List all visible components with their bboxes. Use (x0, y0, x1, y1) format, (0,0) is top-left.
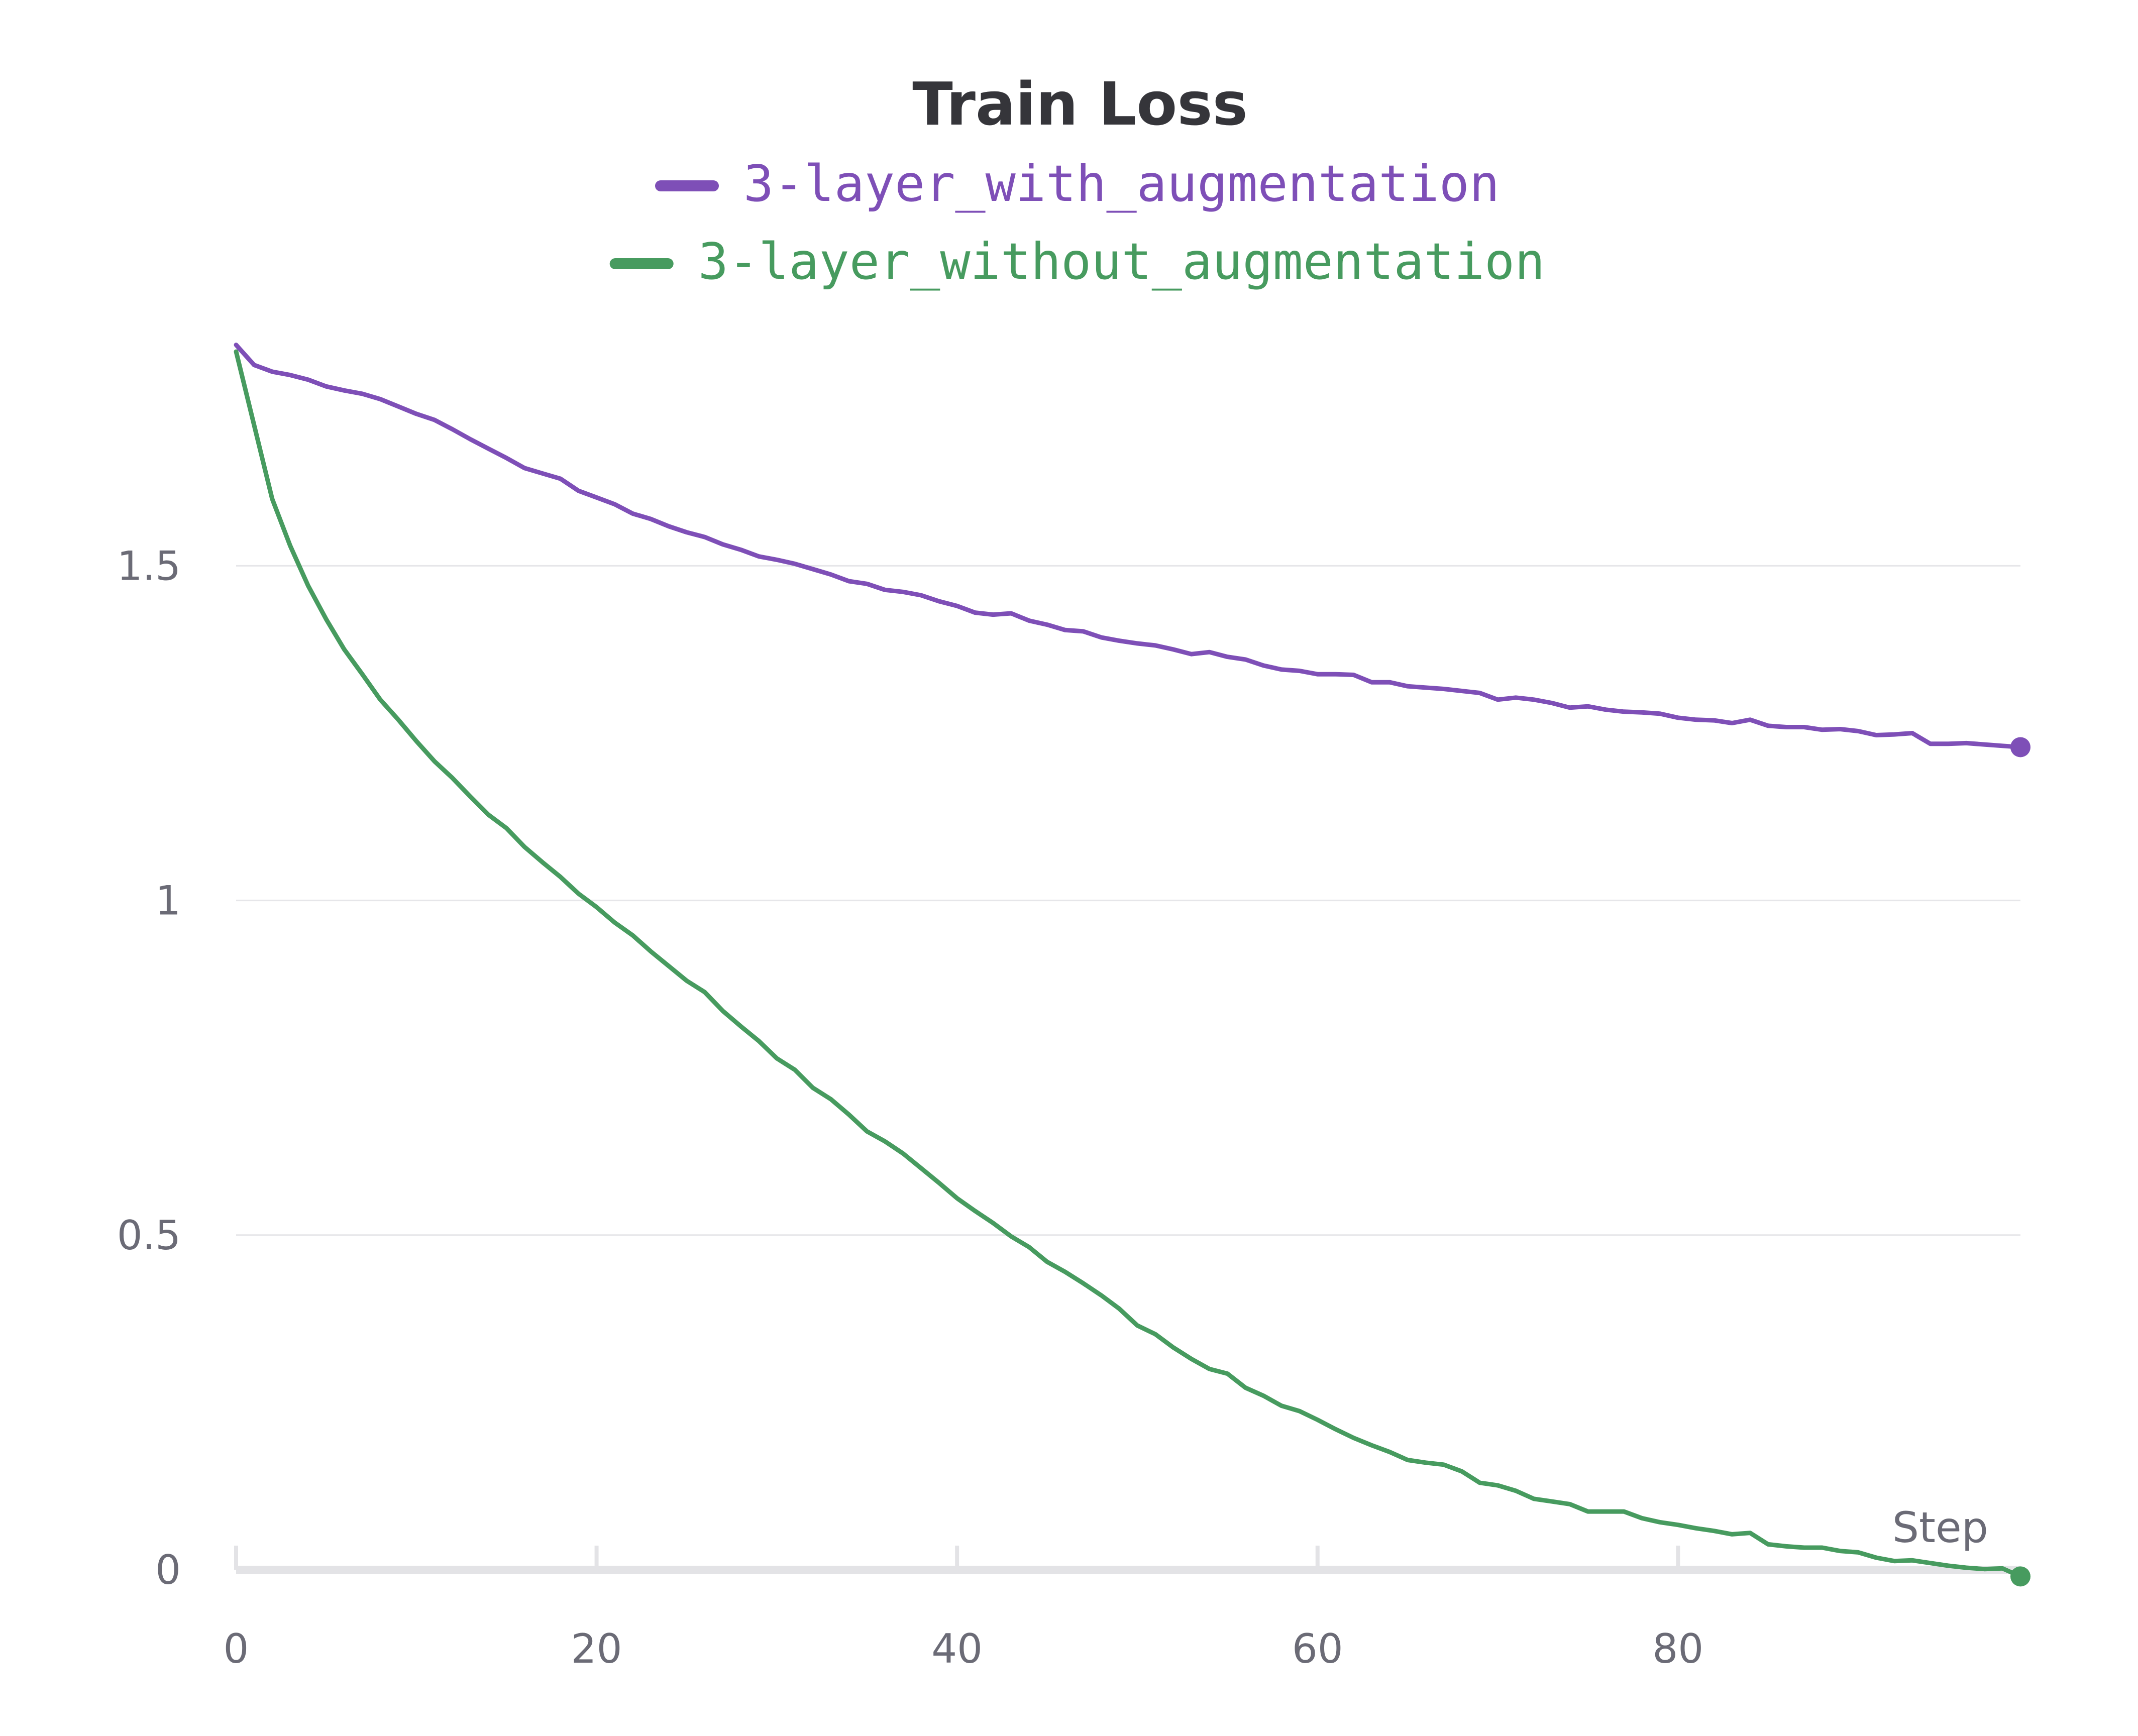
legend: 3-layer_with_augmentation 3-layer_without… (609, 154, 1545, 291)
y-tick-label: 0.5 (117, 1212, 181, 1259)
x-tick-label: 80 (1652, 1625, 1703, 1672)
x-axis-title: Step (1892, 1503, 1988, 1552)
x-tick-label: 20 (571, 1625, 622, 1672)
series-end-point-1 (2010, 737, 2030, 757)
y-axis: 0 0.5 1 1.5 (117, 542, 181, 1593)
series-line-2 (234, 349, 2023, 1579)
y-tick-label: 1.5 (117, 542, 181, 589)
series-group (234, 343, 2030, 1587)
x-tick-label: 40 (931, 1625, 983, 1672)
x-tick-label: 0 (224, 1625, 249, 1672)
series-end-point-2 (2010, 1566, 2030, 1587)
chart-title: Train Loss (912, 69, 1248, 139)
y-tick-label: 1 (155, 878, 181, 924)
series-line-1 (234, 343, 2023, 749)
grid (236, 565, 2020, 1236)
y-tick-label: 0 (155, 1547, 181, 1593)
x-tick-label: 60 (1292, 1625, 1343, 1672)
legend-label: 3-layer_with_augmentation (743, 154, 1500, 213)
legend-label: 3-layer_without_augmentation (698, 232, 1545, 291)
x-axis: 0 20 40 60 80 (224, 1546, 2020, 1672)
